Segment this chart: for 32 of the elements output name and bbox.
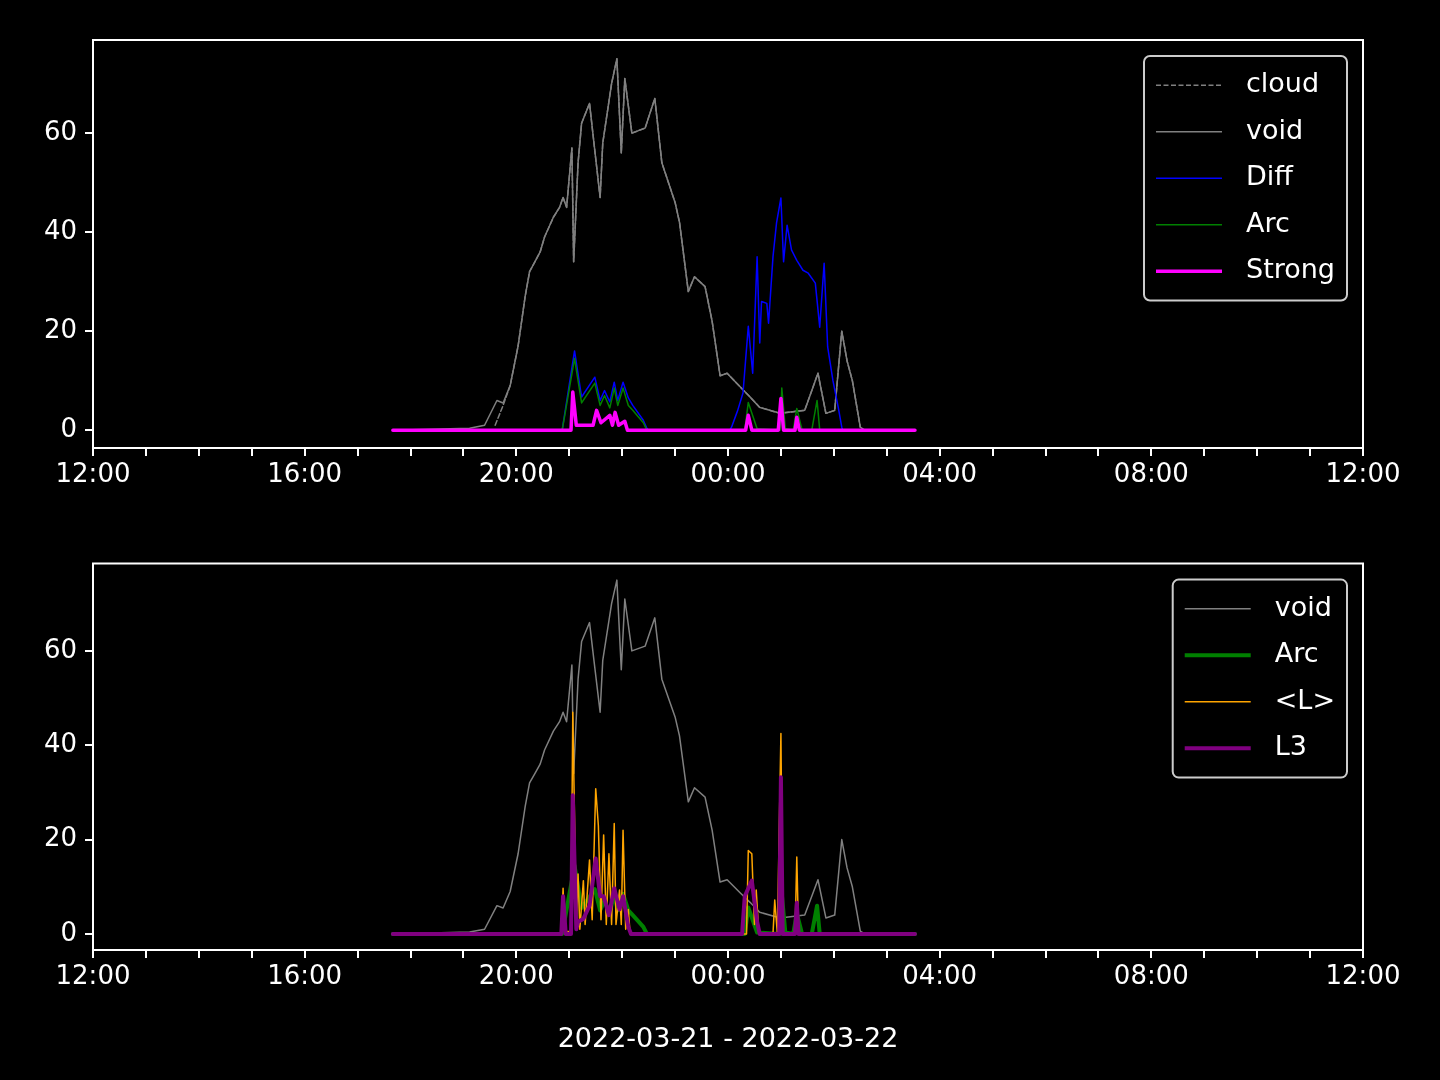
x-axis-title: 2022-03-21 - 2022-03-22 (557, 1021, 899, 1053)
x-tick-label: 08:00 (1113, 458, 1189, 489)
x-tick-label: 00:00 (690, 960, 766, 991)
y-tick-label: 0 (60, 412, 77, 443)
y-tick-label: 20 (43, 822, 77, 853)
x-tick-label: 12:00 (55, 960, 131, 991)
x-tick-label: 04:00 (902, 458, 978, 489)
legend-label: Arc (1274, 637, 1319, 669)
y-tick-label: 60 (43, 115, 77, 146)
legend-label: void (1274, 590, 1332, 622)
legend-label: <L> (1274, 683, 1336, 715)
y-tick-label: 0 (60, 916, 77, 947)
x-tick-label: 04:00 (902, 960, 978, 991)
legend-label: Strong (1246, 253, 1336, 285)
x-tick-label: 12:00 (55, 458, 131, 489)
legend-label: L3 (1274, 730, 1307, 762)
x-tick-label: 00:00 (690, 458, 766, 489)
y-tick-label: 40 (43, 214, 77, 245)
legend-label: Diff (1246, 160, 1295, 192)
y-tick-label: 60 (43, 633, 77, 664)
x-tick-label: 16:00 (267, 458, 343, 489)
legend-label: cloud (1246, 67, 1320, 99)
x-tick-label: 12:00 (1325, 458, 1401, 489)
x-tick-label: 20:00 (478, 960, 554, 991)
legend-label: Arc (1246, 206, 1290, 238)
x-tick-label: 12:00 (1325, 960, 1401, 991)
x-tick-label: 16:00 (267, 960, 343, 991)
x-tick-label: 08:00 (1113, 960, 1189, 991)
y-tick-label: 40 (43, 727, 77, 758)
legend-label: void (1246, 113, 1304, 145)
y-tick-label: 20 (43, 313, 77, 344)
x-tick-label: 20:00 (478, 458, 554, 489)
